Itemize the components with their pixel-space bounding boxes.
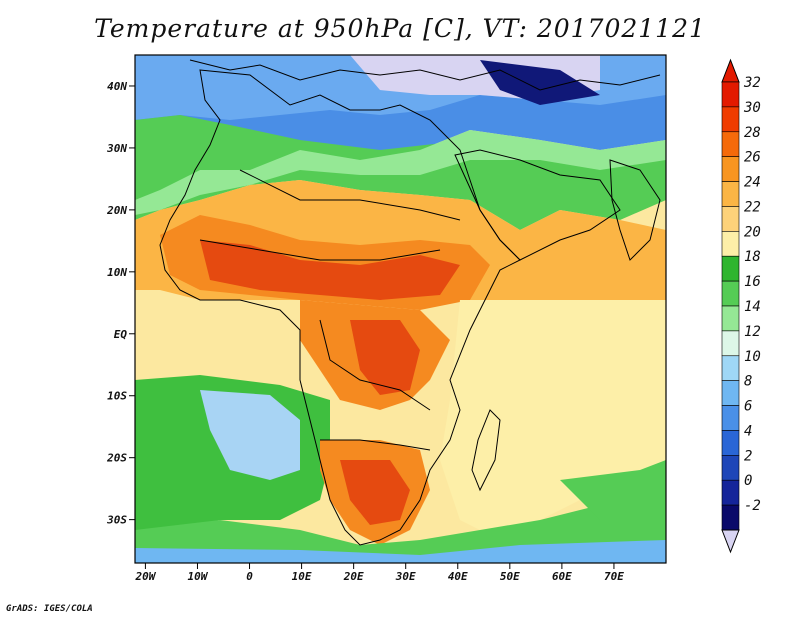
colorbar-label: 28 bbox=[744, 125, 761, 141]
colorbar-segment bbox=[721, 479, 740, 506]
colorbar-label: 30 bbox=[743, 100, 761, 116]
colorbar-bottom-arrow bbox=[721, 529, 740, 554]
colorbar-segment bbox=[721, 131, 740, 157]
lon-tick-label: 20E bbox=[343, 570, 364, 583]
sahel-hottest-core bbox=[200, 240, 460, 300]
lat-tick-label: 20N bbox=[106, 204, 127, 217]
colorbar-label: 18 bbox=[744, 249, 761, 265]
sahel-border bbox=[199, 239, 441, 261]
lat-tick-label: 30N bbox=[106, 142, 127, 155]
colorbar-segment bbox=[721, 255, 740, 282]
europe-coastline bbox=[189, 59, 661, 91]
colorbar-segment bbox=[721, 106, 740, 133]
latitude-axis: 40N 30N 20N 10N EQ 10S 20S 30S bbox=[106, 80, 135, 527]
lat-tick-label: 30S bbox=[106, 514, 127, 527]
southwest-indian-ocean-green-region bbox=[560, 460, 666, 520]
lat-tick-label: 40N bbox=[107, 80, 127, 93]
colorbar-segment bbox=[721, 405, 740, 431]
colorbar-label: 0 bbox=[744, 473, 752, 489]
colorbar-segment bbox=[721, 355, 740, 381]
lon-tick-label: 50E bbox=[500, 570, 520, 583]
colorbar-segment bbox=[721, 455, 740, 481]
lon-tick-label: 40E bbox=[448, 570, 468, 583]
colorbar-label: 14 bbox=[744, 299, 761, 315]
coastlines bbox=[159, 59, 661, 546]
southern-ocean-cold-band bbox=[135, 540, 666, 563]
light-green-fringe bbox=[135, 130, 666, 215]
lon-tick-label: 10W bbox=[188, 570, 209, 583]
southern-africa-hottest-core bbox=[340, 460, 410, 525]
colorbar-label: 4 bbox=[744, 423, 752, 439]
colorbar-label: 6 bbox=[744, 399, 752, 415]
colorbar-segment bbox=[721, 330, 740, 357]
lon-tick-label: 20W bbox=[134, 570, 156, 583]
colorbar-segment bbox=[721, 430, 740, 456]
colorbar-segment bbox=[721, 504, 740, 531]
lon-tick-label: 0 bbox=[246, 570, 253, 583]
colorbar-label: 22 bbox=[744, 199, 761, 215]
madagascar-coastline bbox=[471, 409, 501, 492]
colorbar-label: 26 bbox=[744, 150, 761, 166]
colorbar-segment bbox=[721, 231, 740, 257]
colorbar-label: 10 bbox=[744, 349, 761, 365]
temperature-field bbox=[135, 55, 666, 563]
colorbar-label: 16 bbox=[744, 274, 761, 290]
credit-text: GrADS: IGES/COLA bbox=[6, 604, 93, 614]
sahara-border bbox=[239, 169, 461, 221]
lat-tick-label: 10N bbox=[107, 266, 127, 279]
colorbar-segment bbox=[721, 380, 740, 406]
colorbar-label: -2 bbox=[744, 498, 761, 514]
longitude-axis: 20W 10W 0 10E 20E 30E 40E 50E 60E 70E bbox=[134, 563, 624, 583]
colorbar-segment bbox=[721, 206, 740, 232]
lat-tick-label: EQ bbox=[114, 328, 128, 341]
colorbar-label: 12 bbox=[744, 324, 761, 340]
central-africa-border bbox=[319, 319, 431, 411]
africa-coastline bbox=[159, 69, 521, 546]
colorbar-label: 2 bbox=[744, 448, 752, 464]
map-title: Temperature at 950hPa [C], VT: 201702112… bbox=[94, 14, 706, 43]
lat-tick-label: 20S bbox=[106, 452, 127, 465]
colorbar-label: 24 bbox=[744, 175, 761, 191]
east-africa-hottest-core bbox=[350, 320, 420, 395]
lat-tick-label: 10S bbox=[107, 390, 127, 403]
colorbar-label: 8 bbox=[744, 374, 752, 390]
south-atlantic-cool-region bbox=[200, 390, 300, 480]
colorbar-label: 32 bbox=[743, 75, 761, 91]
colorbar-segment bbox=[721, 156, 740, 182]
arabia-coastline bbox=[454, 149, 621, 261]
colorbar-segment bbox=[721, 81, 740, 108]
colorbar-top-arrow bbox=[721, 58, 740, 83]
lon-tick-label: 10E bbox=[292, 570, 312, 583]
southern-africa-border bbox=[320, 439, 431, 451]
plot-frame bbox=[134, 54, 667, 564]
black-sea-coldest-region bbox=[480, 60, 600, 105]
colorbar-segment bbox=[721, 280, 740, 307]
lon-tick-label: 60E bbox=[552, 570, 572, 583]
colorbar-segment bbox=[721, 181, 740, 207]
india-coastline bbox=[609, 159, 661, 261]
lon-tick-label: 70E bbox=[604, 570, 624, 583]
colorbar-label: 20 bbox=[744, 224, 761, 240]
lon-tick-label: 30E bbox=[395, 570, 416, 583]
colorbar-segment bbox=[721, 305, 740, 332]
